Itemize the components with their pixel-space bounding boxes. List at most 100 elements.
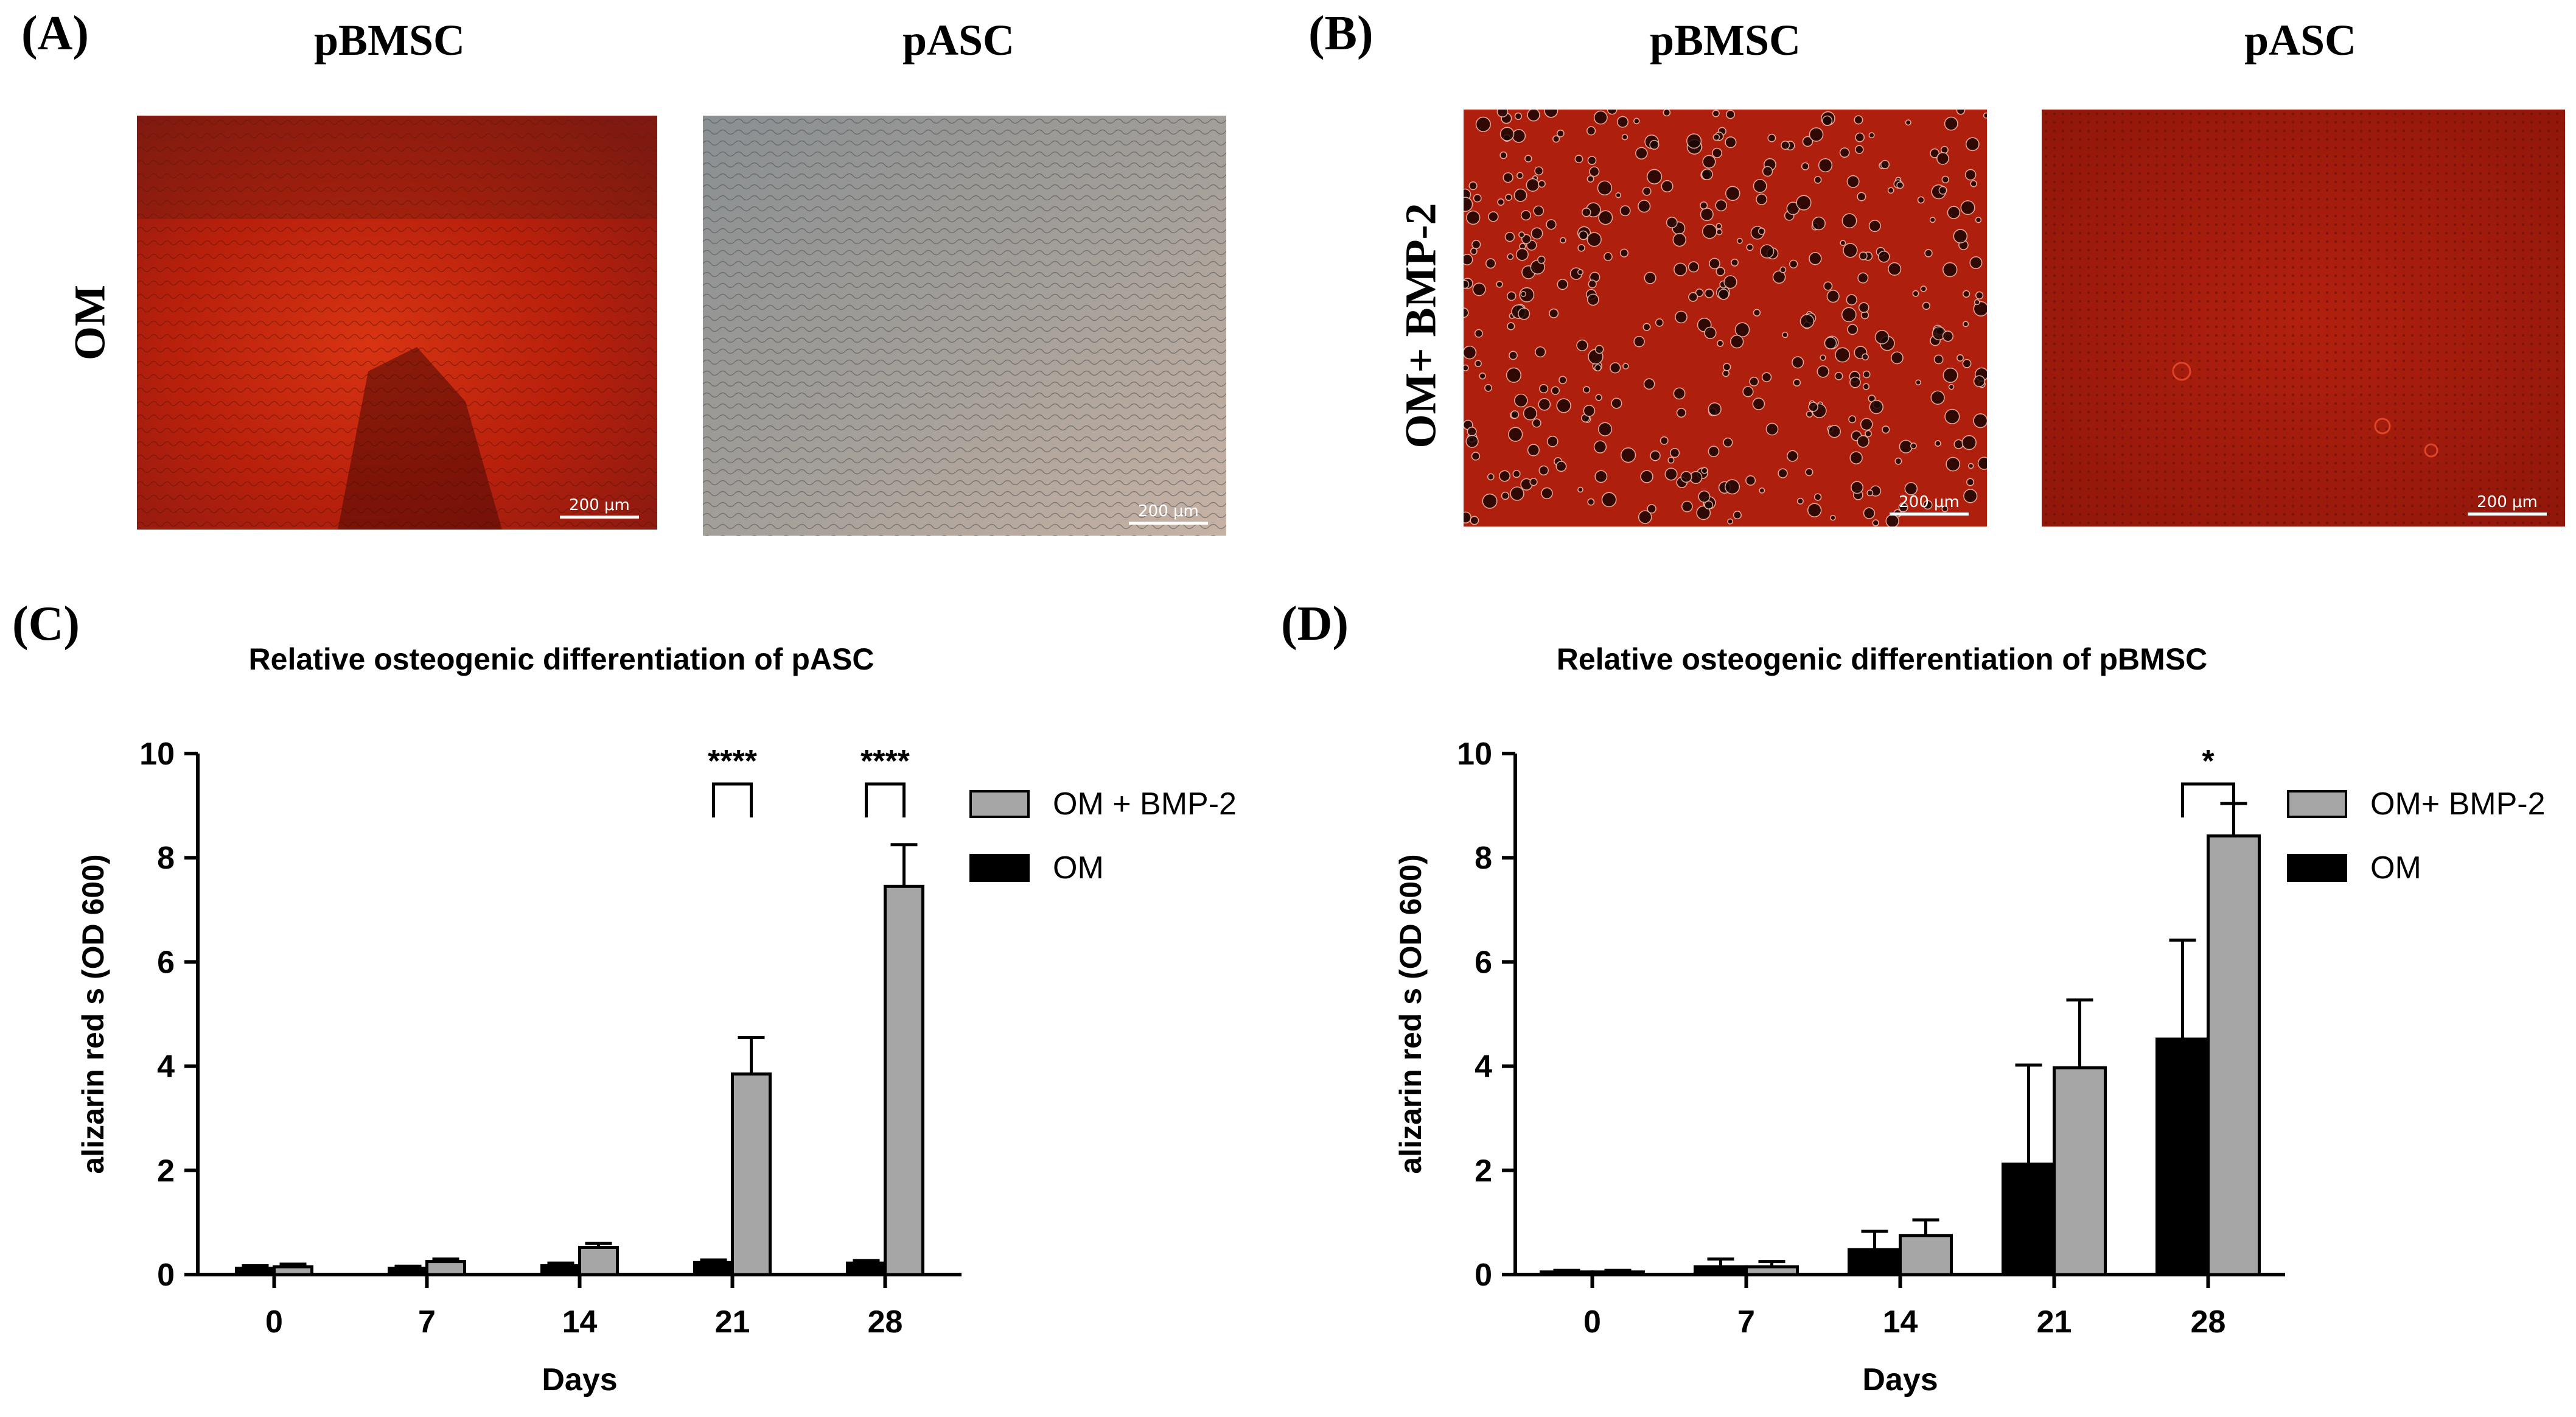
nodule [1464, 345, 1477, 360]
nodule [1510, 486, 1524, 501]
nodule [1546, 219, 1557, 230]
nodule [1716, 223, 1722, 229]
micrograph-b-pbmsc: 200 μm [1464, 110, 1987, 527]
nodule [1695, 289, 1704, 297]
bar-om-bmp2 [1899, 1234, 1953, 1276]
nodule [1948, 383, 1955, 390]
nodule [1688, 261, 1700, 273]
nodule [1956, 110, 1966, 115]
nodule [1778, 468, 1788, 478]
nodule [1973, 413, 1987, 429]
nodule [1745, 475, 1756, 486]
nodule [1712, 110, 1720, 117]
nodule [1826, 290, 1840, 303]
nodule [1586, 232, 1602, 247]
panel-b-row-om-bmp2: OM+ BMP-2 [1396, 203, 1445, 449]
nodule [1935, 440, 1941, 447]
chart-c: Relative osteogenic differentiation of p… [76, 642, 1237, 1398]
nodule [1700, 201, 1708, 210]
nodule [1468, 181, 1478, 191]
nodule [1487, 473, 1495, 481]
nodule [1518, 231, 1525, 238]
significance-label: **** [860, 744, 910, 779]
nodule [1673, 387, 1686, 400]
nodule [1723, 275, 1737, 289]
nodule [1781, 141, 1790, 150]
panel-b-letter: (B) [1308, 7, 1374, 60]
nodule [1862, 370, 1871, 379]
nodule [1638, 510, 1652, 524]
nodule [1587, 498, 1595, 506]
nodule [1512, 469, 1521, 478]
nodule [1552, 135, 1560, 143]
nodule [1762, 166, 1773, 177]
nodule [1583, 405, 1596, 417]
micrograph-b-pasc: 200 μm [2042, 110, 2565, 527]
nodule [1733, 510, 1742, 520]
nodule [1809, 252, 1822, 265]
nodule [1779, 266, 1787, 273]
chart-title: Relative osteogenic differentiation of p… [249, 642, 874, 676]
nodule [1757, 227, 1765, 235]
nodule [1676, 408, 1686, 418]
nodule [1532, 418, 1541, 428]
nodule [1633, 335, 1645, 348]
nodule [1847, 324, 1859, 335]
nodule [1860, 418, 1873, 431]
nodule [1863, 507, 1876, 519]
nodule [1470, 247, 1478, 255]
nodule [1834, 371, 1843, 380]
nodule [1577, 486, 1583, 493]
nodule [1507, 322, 1515, 331]
nodule [1857, 435, 1869, 448]
nodule [1702, 155, 1716, 169]
nodule [1620, 447, 1636, 463]
nodule [1526, 178, 1540, 192]
y-tick-label: 8 [157, 841, 175, 876]
nodule [1722, 369, 1730, 377]
nodule [1725, 479, 1740, 495]
nodule [1839, 147, 1850, 158]
nodule [1730, 334, 1744, 349]
nodule [1963, 489, 1978, 503]
nodule [1660, 436, 1669, 445]
y-tick-label: 2 [157, 1153, 175, 1189]
nodule [1974, 299, 1980, 306]
nodule [1862, 383, 1870, 390]
nodule [1967, 463, 1974, 469]
nodule [1642, 186, 1652, 196]
nodule [1471, 452, 1481, 461]
nodule [1725, 186, 1740, 201]
nodule [1975, 291, 1984, 299]
scale-bar-label: 200 μm [569, 496, 630, 514]
nodule [1809, 127, 1824, 142]
nodule [1615, 192, 1622, 198]
nodule [1812, 216, 1826, 231]
panel-d-letter: (D) [1281, 597, 1349, 651]
chart-title: Relative osteogenic differentiation of p… [1557, 642, 2208, 676]
scale-bar: 200 μm [1129, 503, 1208, 525]
y-axis-label: alizarin red s (OD 600) [76, 854, 110, 1174]
scale-bar-line [1129, 522, 1208, 525]
nodule [1973, 301, 1987, 317]
nodule [1813, 493, 1822, 501]
nodule [1520, 210, 1532, 221]
nodule [1581, 207, 1591, 217]
nodule [1716, 228, 1723, 236]
nodule [1701, 168, 1713, 181]
nodule [1910, 443, 1917, 450]
scale-bar-line [560, 516, 639, 519]
nodule [1496, 281, 1503, 288]
nodule [1467, 426, 1477, 437]
nodule [1872, 519, 1879, 527]
nodule [1515, 248, 1529, 261]
nodule [1944, 408, 1960, 424]
nodule [1823, 281, 1833, 291]
nodule [1731, 258, 1739, 267]
scale-bar-label: 200 μm [1138, 502, 1199, 520]
panel-a-row-om: OM [65, 285, 114, 360]
nodule [1723, 437, 1733, 448]
nodule [1898, 502, 1908, 513]
nodule [1962, 359, 1972, 368]
nodule [1830, 514, 1836, 521]
